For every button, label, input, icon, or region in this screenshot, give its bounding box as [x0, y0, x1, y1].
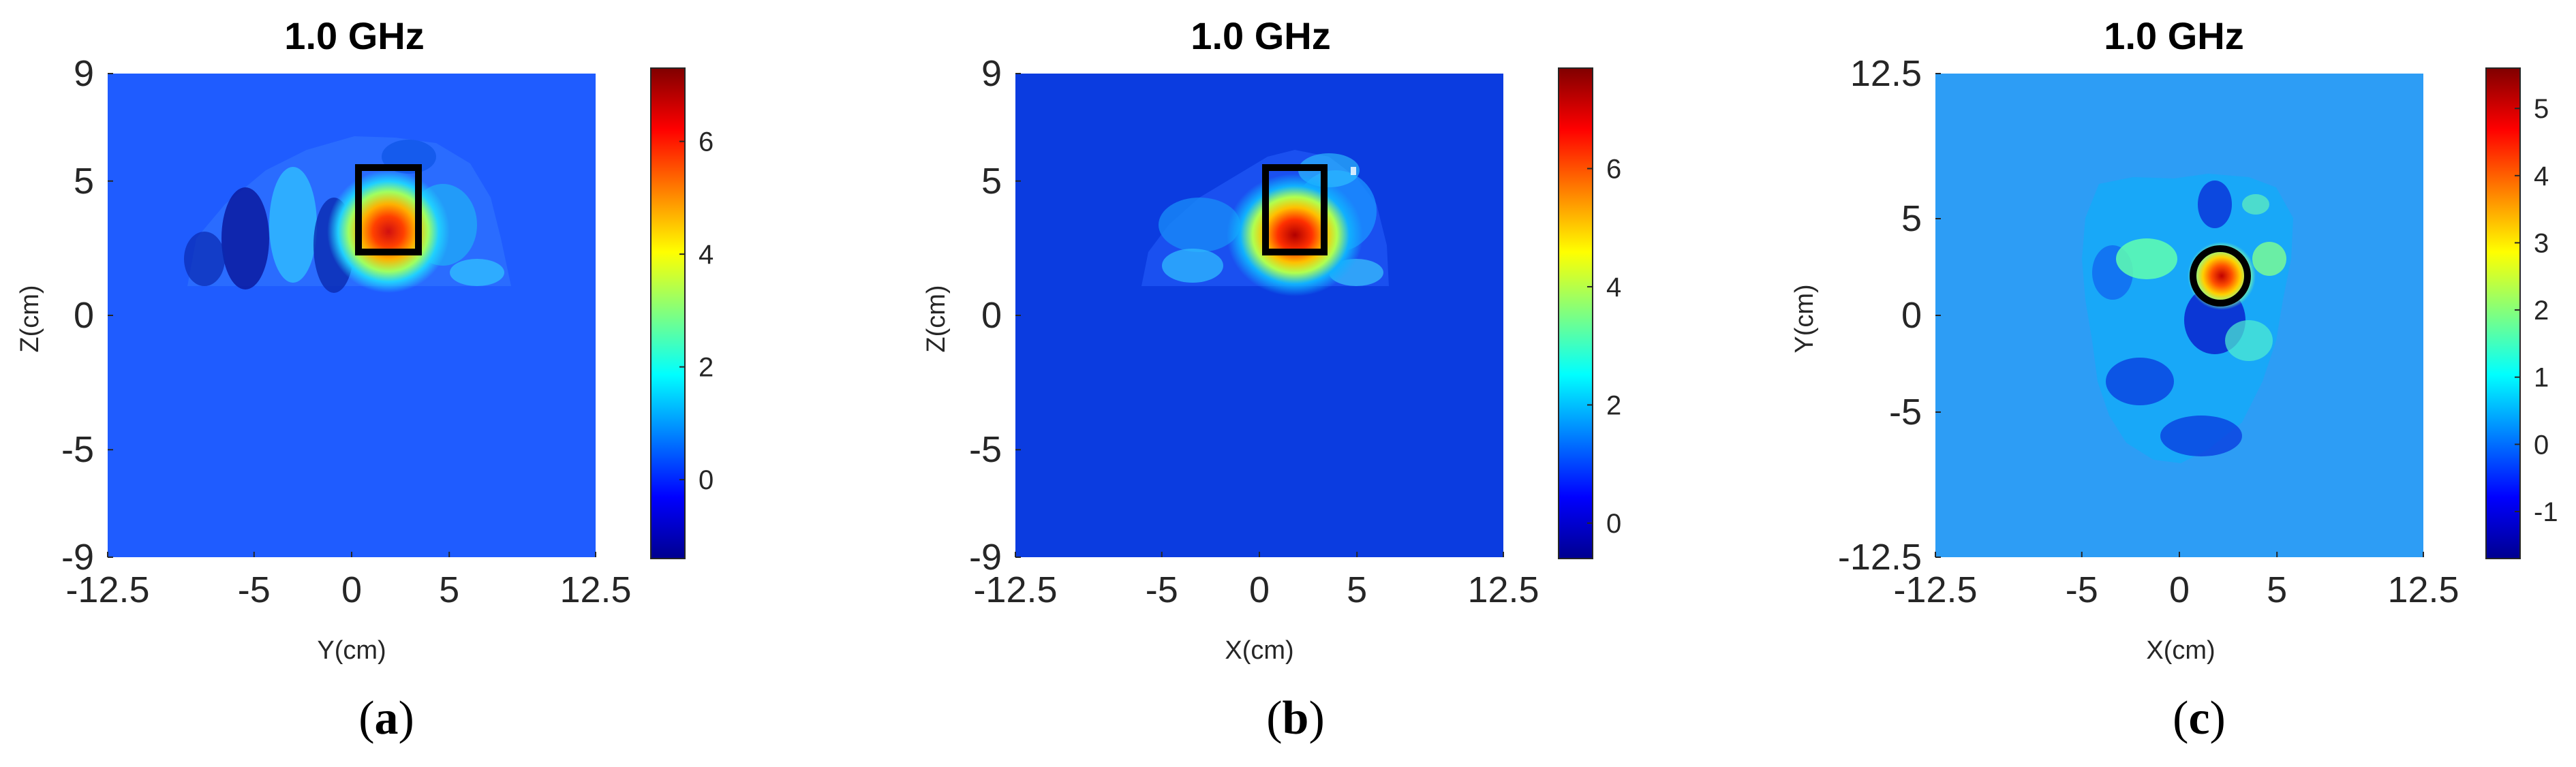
colorbar-tick-label: 2 — [2534, 296, 2549, 326]
colorbar-gradient — [650, 67, 686, 559]
x-axis-label: Y(cm) — [317, 636, 386, 665]
y-tick-label: -5 — [969, 429, 1002, 470]
y-tick-label: -9 — [61, 537, 94, 578]
colorbar-gradient — [1558, 67, 1593, 559]
colorbar-tick-label: 5 — [2534, 94, 2549, 124]
plot-area — [1015, 74, 1503, 557]
colorbar-tick-label: 4 — [2534, 161, 2549, 191]
colorbar-tick-label: 6 — [1606, 154, 1621, 184]
colorbar-tick-label: 0 — [2534, 430, 2549, 460]
marker-rectangle — [1262, 164, 1328, 255]
x-tick-label: -5 — [2066, 569, 2098, 610]
y-tick-label: 5 — [1901, 198, 1922, 239]
x-axis-label: X(cm) — [2146, 636, 2215, 665]
panel-title: 1.0 GHz — [1191, 14, 1330, 57]
x-tick-label: 0 — [341, 569, 362, 610]
colorbar-tick-label: 1 — [2534, 363, 2549, 393]
y-axis-label: Z(cm) — [16, 285, 44, 352]
y-tick-label: 12.5 — [1850, 53, 1922, 94]
x-tick-label: -12.5 — [65, 569, 149, 610]
colorbar-tick-label: 4 — [699, 240, 714, 270]
axes: -12.5 -5 0 5 12.5 9 5 0 -5 -9 — [969, 53, 1539, 610]
y-tick-label: -5 — [1889, 392, 1922, 433]
colorbar: 6 4 2 0 — [650, 67, 714, 559]
subfigure-label: (a) — [358, 692, 414, 745]
subfigure-letter: b — [1283, 692, 1309, 745]
subfigure-letter: c — [2188, 692, 2209, 745]
colorbar-gradient — [2485, 67, 2521, 559]
colorbar-tick-label: 4 — [1606, 272, 1621, 302]
colorbar-tick-label: 2 — [1606, 390, 1621, 420]
x-tick-label: 5 — [439, 569, 459, 610]
x-tick-label: -5 — [238, 569, 271, 610]
colorbar-tick-label: -1 — [2534, 497, 2558, 527]
panel-c: 1.0 GHz -12.5 -5 0 5 12.5 12.5 5 0 -5 -12.5 5 4 3 2 1… — [1790, 14, 2558, 745]
x-tick-label: -12.5 — [1893, 569, 1977, 610]
colorbar-tick-label: 6 — [699, 127, 714, 157]
panel-title: 1.0 GHz — [284, 14, 424, 57]
panel-title: 1.0 GHz — [2104, 14, 2243, 57]
y-tick-label: -9 — [969, 537, 1002, 578]
x-tick-label: 12.5 — [2387, 569, 2459, 610]
x-tick-label: 5 — [2267, 569, 2287, 610]
y-tick-label: 0 — [1901, 295, 1922, 336]
y-tick-label: 5 — [74, 161, 94, 202]
subfigure-label: (b) — [1266, 692, 1325, 745]
x-tick-label: -12.5 — [973, 569, 1057, 610]
x-tick-label: -5 — [1146, 569, 1178, 610]
colorbar-tick-label: 0 — [699, 465, 714, 495]
colorbar: 6 4 2 0 — [1558, 67, 1621, 559]
y-axis-label: Z(cm) — [922, 285, 951, 352]
y-tick-label: 5 — [981, 161, 1002, 202]
x-tick-label: 5 — [1347, 569, 1367, 610]
y-tick-label: -5 — [61, 429, 94, 470]
x-tick-label: 12.5 — [559, 569, 631, 610]
hotspot — [327, 170, 450, 293]
y-tick-label: 0 — [981, 295, 1002, 336]
field-region — [2082, 174, 2293, 463]
colorbar-tick-label: 2 — [699, 353, 714, 383]
marker-rectangle — [355, 164, 422, 255]
x-tick-label: 0 — [2169, 569, 2190, 610]
subfigure-label: (c) — [2173, 692, 2226, 745]
y-axis-label: Y(cm) — [1790, 284, 1819, 353]
field-region — [184, 136, 511, 293]
y-tick-label: 9 — [74, 53, 94, 94]
subfigure-letter: a — [375, 692, 399, 745]
hotspot — [1227, 174, 1363, 296]
axes: -12.5 -5 0 5 12.5 12.5 5 0 -5 -12.5 — [1838, 53, 2459, 610]
x-axis-label: X(cm) — [1225, 636, 1293, 665]
y-tick-label: 0 — [74, 295, 94, 336]
y-tick-label: -12.5 — [1838, 537, 1922, 578]
colorbar: 5 4 3 2 1 0 -1 — [2485, 67, 2558, 559]
colorbar-tick-label: 0 — [1606, 509, 1621, 539]
axes: -12.5 -5 0 5 12.5 9 5 0 -5 -9 — [61, 53, 632, 610]
marker-circle — [2190, 245, 2251, 307]
y-tick-label: 9 — [981, 53, 1002, 94]
x-tick-label: 0 — [1249, 569, 1270, 610]
x-tick-label: 12.5 — [1467, 569, 1539, 610]
colorbar-tick-label: 3 — [2534, 228, 2549, 258]
